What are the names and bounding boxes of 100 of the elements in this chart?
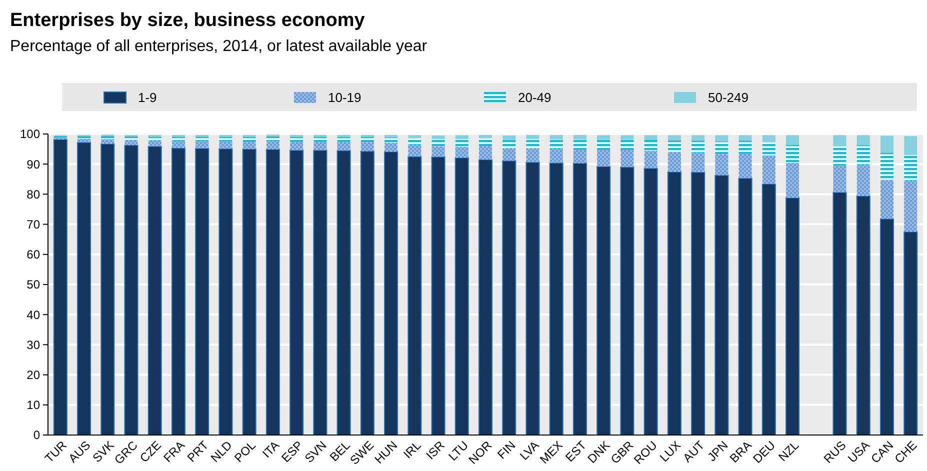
legend-label: 50-249 bbox=[708, 90, 748, 105]
bar bbox=[692, 140, 705, 153]
bar bbox=[78, 138, 91, 142]
bar bbox=[290, 150, 304, 436]
bar bbox=[171, 148, 186, 436]
bar bbox=[832, 192, 847, 436]
bar bbox=[502, 136, 516, 140]
y-tick-label: 10 bbox=[26, 398, 40, 412]
bar bbox=[526, 139, 540, 148]
y-tick-label: 90 bbox=[26, 157, 40, 172]
bar bbox=[313, 150, 328, 436]
x-tick-label: USA bbox=[845, 438, 872, 466]
bar bbox=[53, 138, 68, 436]
x-tick-label: FIN bbox=[494, 438, 518, 462]
bar bbox=[502, 148, 516, 161]
bar bbox=[597, 135, 610, 140]
bar bbox=[195, 148, 210, 436]
bar bbox=[833, 165, 846, 192]
x-tick-label: TUR bbox=[42, 438, 70, 466]
bar bbox=[620, 166, 634, 436]
y-tick-label: 50 bbox=[26, 278, 40, 292]
bar bbox=[77, 142, 92, 436]
y-tick-label: 60 bbox=[26, 248, 40, 262]
bar bbox=[337, 137, 350, 142]
bar bbox=[196, 140, 209, 148]
legend-label: 1-9 bbox=[138, 90, 157, 105]
bar bbox=[550, 148, 563, 163]
bar bbox=[266, 140, 280, 150]
bar bbox=[668, 135, 681, 140]
bar bbox=[786, 162, 800, 198]
bar bbox=[856, 164, 870, 196]
bar bbox=[762, 142, 776, 156]
bar bbox=[455, 135, 468, 140]
bar bbox=[573, 134, 586, 140]
bar bbox=[408, 144, 422, 157]
bar bbox=[502, 160, 516, 436]
bar bbox=[880, 180, 894, 219]
chart-title: Enterprises by size, business economy bbox=[10, 10, 366, 31]
bar bbox=[148, 146, 162, 436]
bar bbox=[526, 134, 540, 140]
y-tick-label: 100 bbox=[20, 127, 40, 142]
bar bbox=[266, 136, 280, 141]
bar bbox=[101, 136, 114, 140]
bar bbox=[880, 218, 894, 436]
bar bbox=[432, 139, 445, 146]
bar bbox=[360, 137, 374, 142]
bar bbox=[692, 152, 705, 172]
y-tick-label: 30 bbox=[26, 338, 40, 352]
bar bbox=[266, 148, 280, 436]
y-tick-label: 20 bbox=[26, 368, 40, 382]
x-tick-label: ISR bbox=[423, 438, 448, 462]
bar bbox=[290, 142, 304, 150]
bar bbox=[644, 135, 658, 140]
bar bbox=[856, 145, 870, 164]
bar bbox=[454, 157, 469, 436]
bar bbox=[101, 139, 114, 144]
bar bbox=[667, 171, 682, 436]
bar bbox=[786, 197, 800, 436]
bar bbox=[455, 146, 468, 158]
bar bbox=[715, 135, 728, 142]
bar bbox=[550, 134, 563, 140]
bar bbox=[786, 135, 800, 145]
bar bbox=[314, 137, 327, 142]
bar bbox=[904, 136, 918, 156]
bar bbox=[620, 135, 634, 140]
bar bbox=[124, 140, 138, 146]
bar bbox=[408, 156, 422, 436]
bar bbox=[668, 140, 681, 152]
bar bbox=[714, 174, 729, 436]
bar bbox=[644, 140, 658, 151]
bar bbox=[431, 156, 446, 436]
y-tick-label: 70 bbox=[26, 218, 40, 232]
bar bbox=[479, 138, 492, 146]
bar bbox=[360, 134, 374, 138]
y-tick-label: 40 bbox=[26, 308, 40, 322]
bar bbox=[738, 140, 752, 154]
bar bbox=[196, 136, 209, 141]
bar bbox=[880, 152, 894, 180]
bar bbox=[715, 141, 728, 154]
bar bbox=[219, 141, 232, 149]
bar bbox=[502, 140, 516, 148]
x-tick-label: IRL bbox=[400, 438, 424, 462]
bar bbox=[904, 155, 918, 181]
bar bbox=[218, 148, 233, 436]
bar bbox=[148, 136, 162, 140]
bar bbox=[691, 172, 706, 436]
bar bbox=[573, 150, 586, 164]
bar bbox=[242, 137, 256, 142]
bar bbox=[219, 134, 232, 138]
bar bbox=[78, 136, 91, 139]
bar bbox=[479, 146, 492, 160]
x-tick-label: NZL bbox=[776, 438, 802, 464]
bar bbox=[856, 135, 870, 146]
bar bbox=[314, 142, 327, 150]
bar bbox=[762, 183, 776, 436]
bar bbox=[148, 140, 162, 146]
bar bbox=[432, 136, 445, 140]
bar bbox=[432, 146, 445, 157]
bar bbox=[408, 135, 422, 138]
bar bbox=[856, 196, 870, 436]
